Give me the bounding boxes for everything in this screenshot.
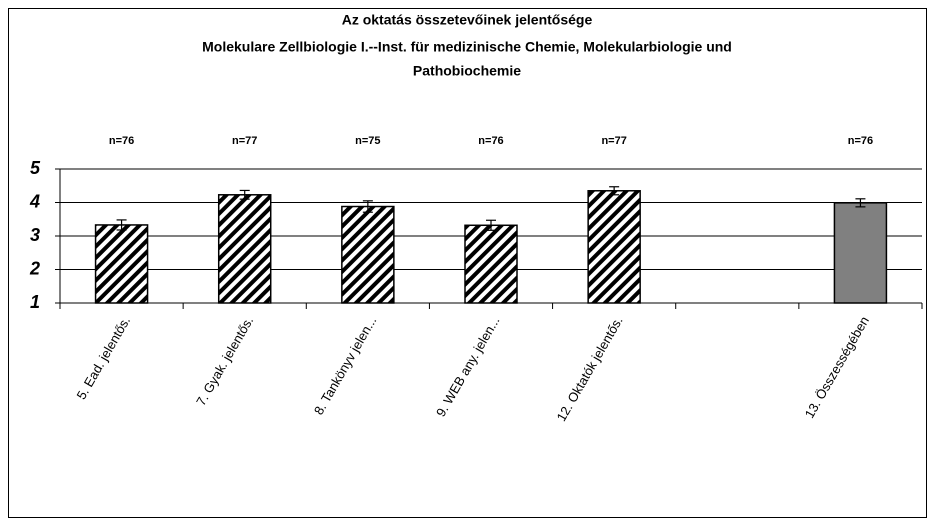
annotation: n=77 [601,135,626,147]
y-tick-label: 5 [30,158,41,178]
y-tick-label: 1 [30,292,40,312]
chart-title: Pathobiochemie [413,63,521,79]
y-tick-label: 4 [29,191,40,211]
y-tick-label: 3 [30,225,40,245]
bar [587,190,641,304]
annotation: n=76 [478,135,503,147]
bar [217,194,272,304]
annotation: n=76 [848,135,873,147]
chart-title: Molekulare Zellbiologie I.--Inst. für me… [202,39,732,55]
bar [341,205,395,304]
chart-title: Az oktatás összetevőinek jelentősége [342,12,593,28]
annotation: n=77 [232,135,257,147]
bar [94,224,149,304]
bar [464,224,518,304]
annotation: n=76 [109,135,134,147]
bar [833,202,888,304]
y-tick-label: 2 [29,258,40,278]
annotation: n=75 [355,135,380,147]
